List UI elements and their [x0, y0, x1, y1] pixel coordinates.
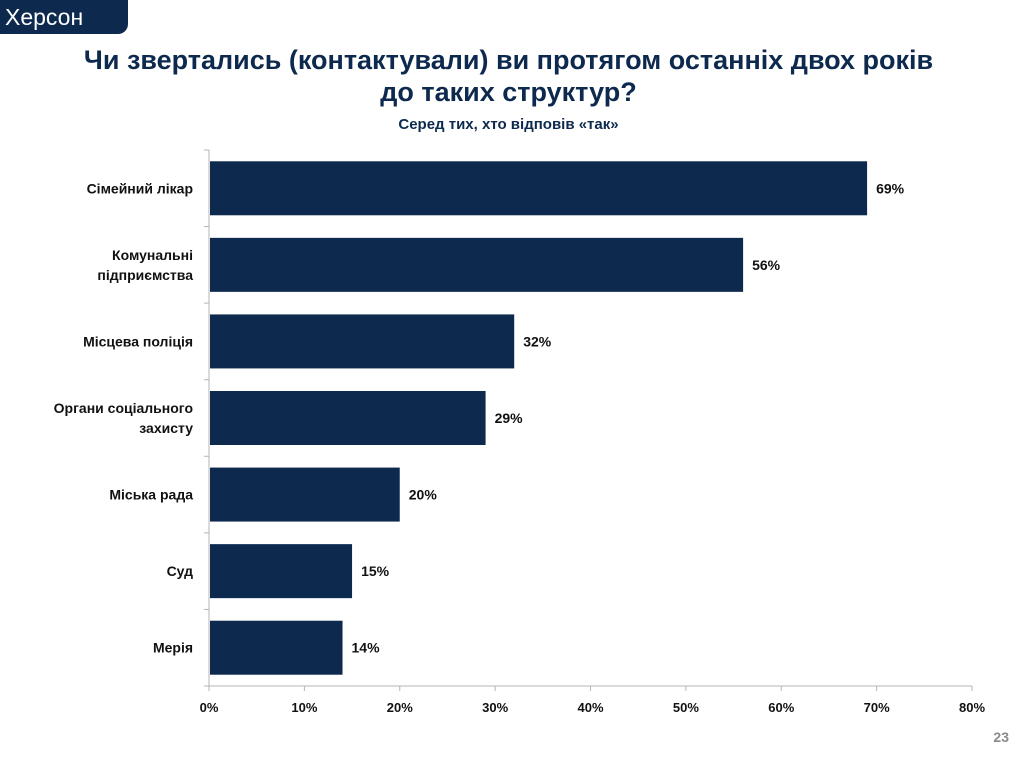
- bar: [210, 314, 515, 369]
- category-label: Міська рада: [109, 487, 193, 503]
- category-label: Сімейний лікар: [87, 180, 193, 196]
- category-label: Органи соціального захисту: [54, 400, 194, 436]
- bar: [210, 620, 343, 675]
- data-label: 56%: [752, 257, 781, 273]
- x-tick-label: 60%: [768, 700, 794, 715]
- category-label-line: Комунальні: [112, 247, 193, 263]
- category-label-line: захисту: [139, 420, 193, 436]
- data-label: 32%: [523, 333, 552, 349]
- x-tick-label: 50%: [673, 700, 699, 715]
- bar: [210, 237, 744, 292]
- x-tick-label: 30%: [482, 700, 508, 715]
- category-label: Місцева поліція: [83, 333, 193, 349]
- page-number: 23: [993, 729, 1009, 745]
- category-label: Комунальні підприємства: [97, 247, 193, 283]
- category-label-line: Мерія: [153, 640, 193, 656]
- x-tick-label: 0%: [200, 700, 219, 715]
- category-label-line: Органи соціального: [54, 400, 193, 416]
- bar: [210, 391, 486, 445]
- bar: [210, 467, 400, 522]
- x-tick-label: 70%: [864, 700, 890, 715]
- category-label-line: підприємства: [97, 267, 193, 283]
- chart-title: Чи звертались (контактували) ви протягом…: [0, 44, 1017, 108]
- data-label: 20%: [409, 487, 438, 503]
- x-tick-label: 40%: [577, 700, 603, 715]
- x-tick-label: 20%: [387, 700, 413, 715]
- category-label: Мерія: [153, 640, 193, 656]
- category-label-line: Сімейний лікар: [87, 180, 193, 196]
- category-label: Суд: [167, 563, 194, 579]
- category-label-line: Міська рада: [109, 487, 193, 503]
- data-label: 14%: [352, 640, 381, 656]
- category-label-line: Суд: [167, 563, 194, 579]
- category-label-line: Місцева поліція: [83, 333, 193, 349]
- region-tab: Херсон: [0, 0, 128, 34]
- data-label: 69%: [876, 180, 905, 196]
- chart-subtitle: Серед тих, хто відповів «так»: [398, 116, 619, 133]
- bar: [210, 161, 868, 216]
- chart-title-line-2: до таких структур?: [380, 77, 637, 107]
- data-label: 15%: [361, 563, 390, 579]
- data-label: 29%: [495, 410, 524, 426]
- x-tick-label: 80%: [959, 700, 985, 715]
- x-tick-label: 10%: [291, 700, 317, 715]
- bar: [210, 544, 353, 599]
- chart-title-line-1: Чи звертались (контактували) ви протягом…: [83, 45, 934, 75]
